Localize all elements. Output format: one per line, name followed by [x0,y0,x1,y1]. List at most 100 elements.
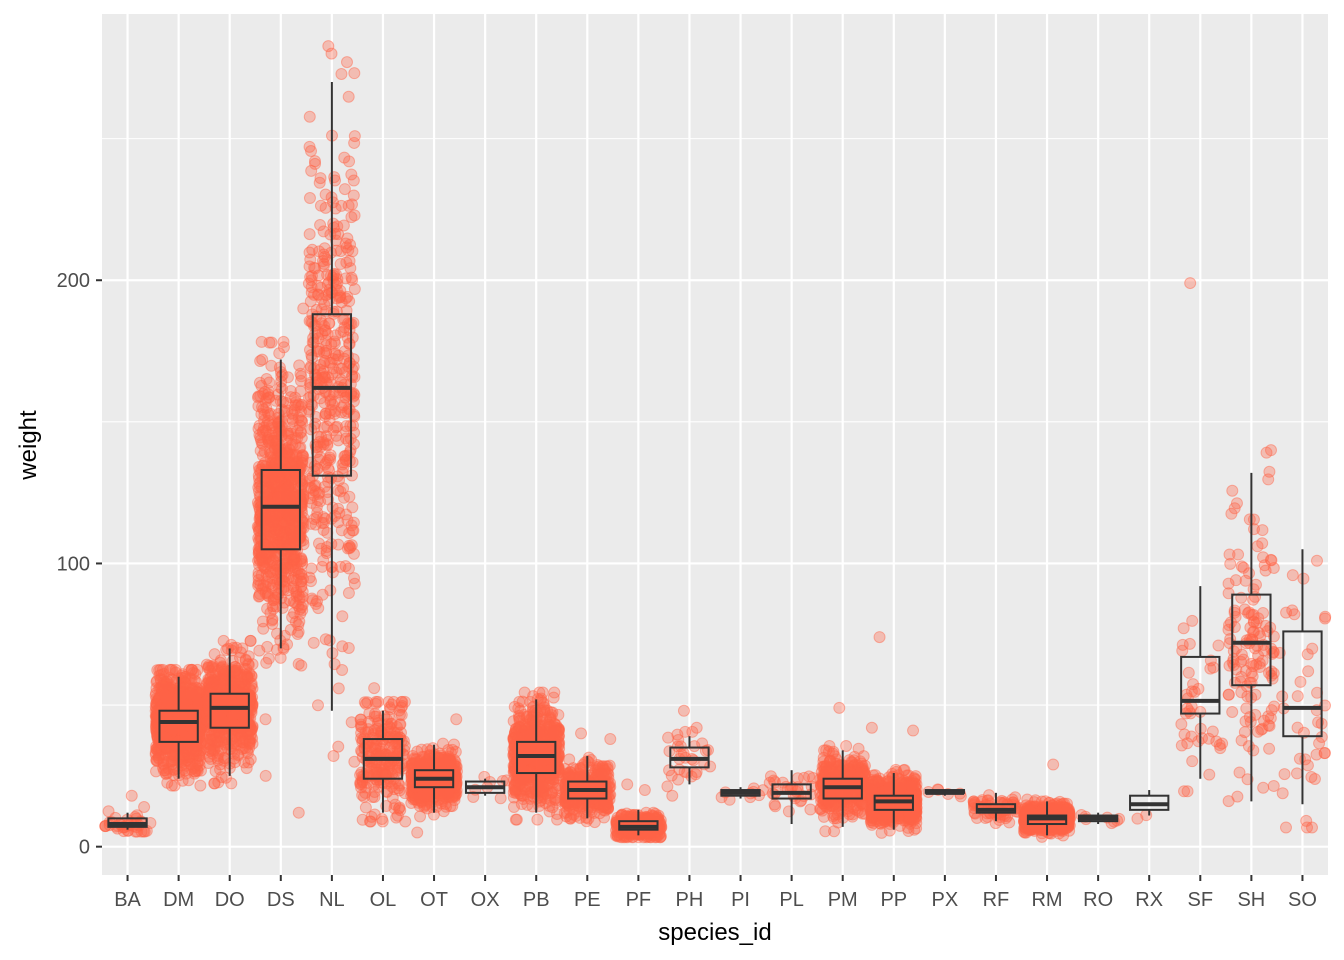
data-point [336,610,349,623]
data-point [312,487,325,500]
data-point [411,826,424,839]
data-point [225,638,238,651]
data-point [284,548,297,561]
data-point [308,155,321,168]
data-point [368,682,381,695]
data-point [252,590,265,603]
data-point [239,654,252,667]
data-point [273,415,286,428]
data-point [180,745,193,758]
data-point [335,524,348,537]
data-point [346,524,359,537]
data-point [287,580,300,593]
data-point [265,582,278,595]
data-point [340,454,353,467]
data-point [168,744,181,757]
data-point [291,628,304,641]
data-point [339,272,352,285]
data-point [186,754,199,767]
data-point [335,406,348,419]
data-point [259,395,272,408]
data-point [327,305,340,318]
data-point [314,199,327,212]
data-point [322,371,335,384]
data-point [156,663,169,676]
data-point [195,744,208,757]
data-point [176,690,189,703]
data-point [507,800,520,813]
data-point [164,691,177,704]
data-point [176,763,189,776]
data-point [173,690,186,703]
data-point [182,724,195,737]
data-point [167,723,180,736]
data-point [347,395,360,408]
data-point [266,600,279,613]
data-point [319,512,332,525]
data-point [102,805,115,818]
data-point [154,681,167,694]
data-point [259,769,272,782]
data-point [308,288,321,301]
data-point [185,687,198,700]
data-point [169,666,182,679]
data-point [168,697,181,710]
data-point [260,373,273,386]
data-point [304,575,317,588]
data-point [575,791,588,804]
data-point [242,672,255,685]
data-point [161,680,174,693]
data-point [160,724,173,737]
data-point [343,337,356,350]
data-point [203,750,216,763]
data-point [317,248,330,261]
data-point [303,343,316,356]
data-point [359,786,372,799]
data-point [291,424,304,437]
data-point [182,755,195,768]
data-point [348,67,361,80]
data-point [153,682,166,695]
data-point [348,136,361,149]
data-point [186,663,199,676]
data-point [190,737,203,750]
data-point [187,682,200,695]
data-point [263,418,276,431]
data-point [531,692,544,705]
data-point [156,698,169,711]
data-point [389,798,402,811]
data-point [562,768,575,781]
data-point [597,769,610,782]
data-point [244,753,257,766]
data-point [604,733,617,746]
data-point [161,675,174,688]
data-point [201,733,214,746]
data-point [162,692,175,705]
data-point [391,764,404,777]
data-point [543,777,556,790]
data-point [548,686,561,699]
data-point [284,391,297,404]
data-point [229,665,242,678]
data-point [185,763,198,776]
data-point [163,697,176,710]
data-point [245,724,258,737]
data-point [260,465,273,478]
data-point [293,591,306,604]
data-point [375,813,388,826]
data-point [190,681,203,694]
data-point [374,725,387,738]
plot-panel [102,14,1328,875]
data-point [153,743,166,756]
data-point [320,544,333,557]
data-point [159,764,172,777]
data-point [265,336,278,349]
data-point [156,748,169,761]
data-point [150,697,163,710]
data-point [342,562,355,575]
data-point [312,269,325,282]
data-point [339,237,352,250]
data-point [580,811,593,824]
data-point [188,674,201,687]
